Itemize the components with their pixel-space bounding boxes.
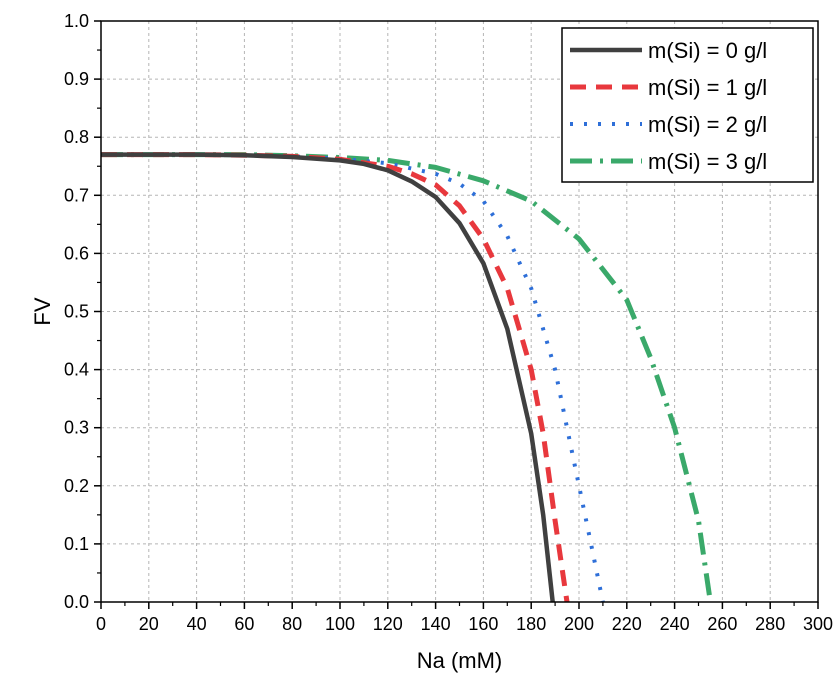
x-tick-label: 240 xyxy=(660,614,690,634)
x-tick-label: 200 xyxy=(564,614,594,634)
y-tick-label: 0.6 xyxy=(64,243,89,263)
legend-label: m(Si) = 2 g/l xyxy=(648,112,767,137)
series-line xyxy=(101,152,713,603)
x-tick-label: 0 xyxy=(96,614,106,634)
series-line xyxy=(101,152,555,603)
x-tick-label: 260 xyxy=(707,614,737,634)
y-tick-label: 0.7 xyxy=(64,185,89,205)
x-tick-label: 120 xyxy=(373,614,403,634)
x-tick-label: 20 xyxy=(139,614,159,634)
x-tick-label: 80 xyxy=(282,614,302,634)
y-tick-label: 0.5 xyxy=(64,302,89,322)
x-axis-title: Na (mM) xyxy=(417,648,503,673)
y-tick-label: 1.0 xyxy=(64,11,89,31)
x-tick-label: 180 xyxy=(516,614,546,634)
legend-label: m(Si) = 3 g/l xyxy=(648,149,767,174)
y-tick-label: 0.3 xyxy=(64,418,89,438)
x-tick-label: 300 xyxy=(803,614,833,634)
series-line xyxy=(101,152,605,603)
x-tick-label: 160 xyxy=(468,614,498,634)
y-tick-label: 0.2 xyxy=(64,476,89,496)
series-layer xyxy=(101,152,713,603)
y-axis-title: FV xyxy=(30,297,55,325)
x-tick-label: 60 xyxy=(234,614,254,634)
x-tick-label: 220 xyxy=(612,614,642,634)
tick-labels: 0 20 40 60 80 100 120 140 160 180 200 220 240 260 280 3… xyxy=(64,11,833,634)
series-line xyxy=(101,152,570,603)
legend-box xyxy=(561,27,814,183)
x-tick-label: 140 xyxy=(421,614,451,634)
x-tick-label: 40 xyxy=(187,614,207,634)
x-tick-label: 280 xyxy=(755,614,785,634)
x-tick-label: 100 xyxy=(325,614,355,634)
y-tick-label: 0.4 xyxy=(64,360,89,380)
y-tick-label: 0.9 xyxy=(64,69,89,89)
y-tick-label: 0.0 xyxy=(64,592,89,612)
legend: m(Si) = 0 g/l m(Si) = 1 g/l m(Si) = 2 g/l m… xyxy=(561,27,814,183)
legend-label: m(Si) = 0 g/l xyxy=(648,38,767,63)
y-tick-label: 0.8 xyxy=(64,127,89,147)
legend-label: m(Si) = 1 g/l xyxy=(648,75,767,100)
ticks xyxy=(94,20,819,609)
y-tick-label: 0.1 xyxy=(64,534,89,554)
